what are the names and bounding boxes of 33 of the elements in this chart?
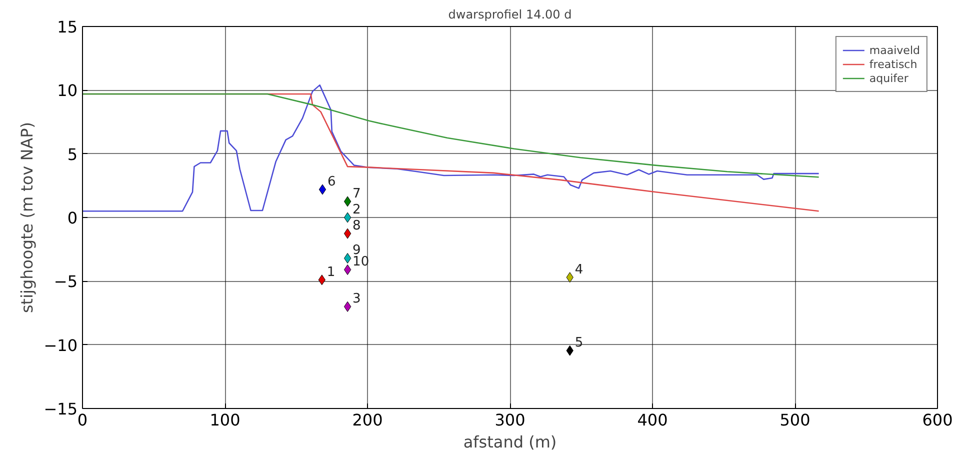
x-tick-label: 600: [922, 410, 953, 430]
point: [344, 228, 352, 239]
legend-label: freatisch: [869, 57, 918, 71]
x-tick-label: 200: [352, 410, 383, 430]
y-tick-label: 15: [57, 18, 78, 36]
point: [344, 301, 352, 312]
series-label: 6: [327, 174, 336, 190]
legend-label: aquifer: [869, 71, 908, 85]
x-tick-label: 300: [494, 410, 526, 430]
y-tick-label: −5: [54, 272, 78, 292]
series-label: 8: [352, 218, 361, 234]
point: [344, 196, 352, 207]
chart-title: dwarsprofiel 14.00 d: [448, 8, 572, 22]
y-axis-title: stijghoogte (m tov NAP): [18, 122, 37, 314]
x-tick-label: 500: [780, 410, 810, 430]
y-tick-label: 10: [57, 81, 78, 100]
y-tick-label: −10: [44, 336, 78, 355]
x-axis-title: afstand (m): [463, 432, 557, 452]
x-tick-label: 400: [637, 410, 668, 430]
y-tick-label: −15: [44, 400, 78, 418]
series-label: 7: [352, 186, 361, 202]
y-tick-label: 0: [67, 208, 78, 228]
series-label: 2: [352, 202, 361, 218]
point: [344, 252, 352, 264]
point: [318, 184, 326, 195]
point: [344, 212, 352, 223]
y-tick-label: 5: [67, 144, 78, 164]
legend-label: maaiveld: [869, 43, 920, 57]
series-label: 4: [574, 262, 584, 278]
series-label: 3: [352, 292, 361, 307]
x-tick-label: 100: [210, 410, 240, 430]
point: [344, 264, 352, 275]
series-label: 1: [326, 264, 336, 280]
